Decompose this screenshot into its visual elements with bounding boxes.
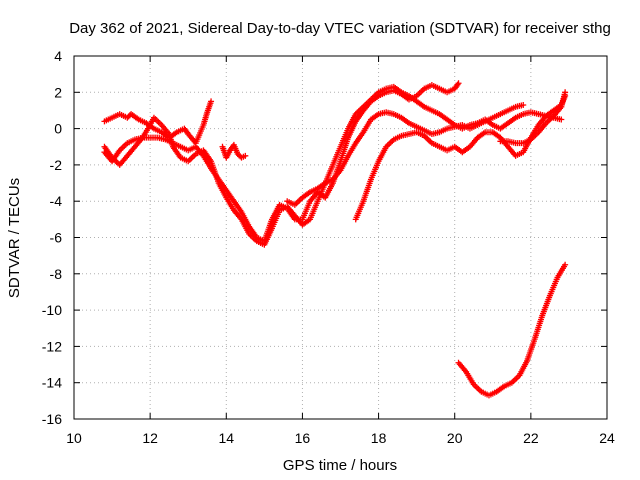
y-tick-label: -14 xyxy=(42,375,62,391)
x-tick-label: 12 xyxy=(142,430,158,446)
y-tick-label: -8 xyxy=(50,266,63,282)
data-point xyxy=(562,89,569,96)
x-tick-label: 18 xyxy=(371,430,387,446)
series-track-2 xyxy=(101,83,565,248)
data-point xyxy=(455,80,462,87)
x-tick-label: 20 xyxy=(447,430,463,446)
x-tick-label: 14 xyxy=(218,430,234,446)
data-point xyxy=(208,98,215,105)
y-tick-label: -4 xyxy=(50,193,63,209)
y-tick-label: -16 xyxy=(42,411,62,427)
y-tick-label: -2 xyxy=(50,157,63,173)
x-tick-label: 24 xyxy=(599,430,615,446)
series-track-3 xyxy=(101,80,462,245)
y-tick-label: -12 xyxy=(42,338,62,354)
series-track-1 xyxy=(101,98,215,147)
data-layer xyxy=(101,80,569,399)
y-axis-label: SDTVAR / TECUs xyxy=(6,178,23,298)
series-track-4 xyxy=(219,141,249,161)
y-tick-label: 2 xyxy=(54,84,62,100)
y-tick-label: -6 xyxy=(50,230,63,246)
data-point xyxy=(558,116,565,123)
series-track-7 xyxy=(497,89,569,147)
y-tick-label: 0 xyxy=(54,121,62,137)
y-tick-label: -10 xyxy=(42,302,62,318)
data-point xyxy=(242,152,249,159)
x-axis-label: GPS time / hours xyxy=(283,457,397,474)
data-point xyxy=(562,261,569,268)
x-tick-label: 22 xyxy=(523,430,539,446)
series-track-5 xyxy=(284,102,527,208)
x-tick-label: 10 xyxy=(66,430,82,446)
y-tick-label: 4 xyxy=(54,48,62,64)
chart-title: Day 362 of 2021, Sidereal Day-to-day VTE… xyxy=(69,20,611,37)
series-track-8 xyxy=(455,261,569,399)
x-tick-label: 16 xyxy=(295,430,311,446)
data-point xyxy=(520,102,527,109)
